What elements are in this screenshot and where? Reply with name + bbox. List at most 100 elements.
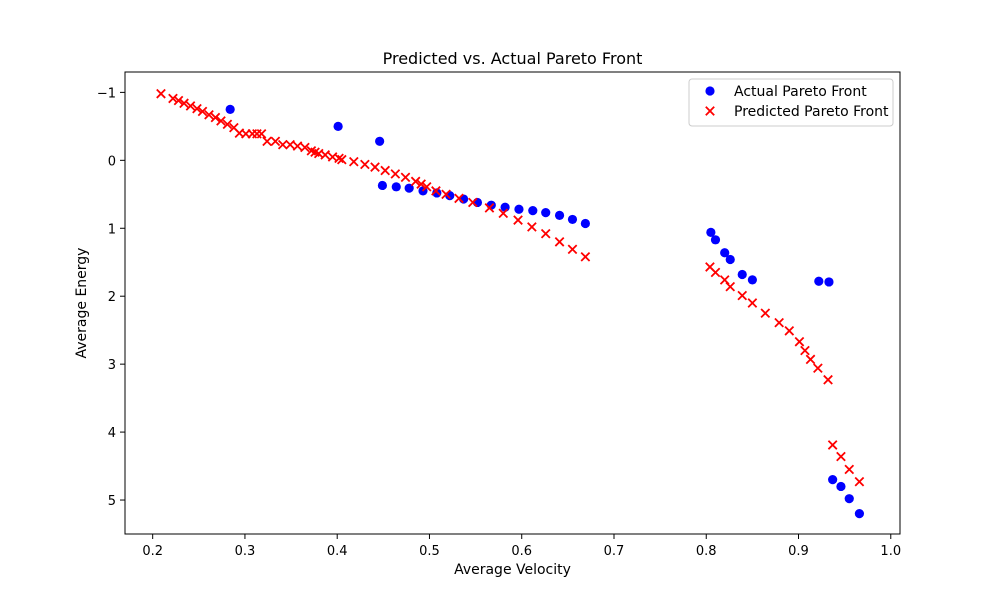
y-tick-label: 1	[108, 222, 116, 237]
actual-point	[391, 182, 401, 192]
y-tick-label: −1	[97, 86, 116, 101]
actual-point	[747, 275, 757, 285]
actual-point	[528, 206, 538, 216]
predicted-point	[836, 451, 846, 462]
legend-label: Predicted Pareto Front	[734, 104, 889, 120]
predicted-point	[725, 281, 736, 292]
predicted-point	[823, 374, 833, 385]
predicted-point	[390, 169, 401, 179]
y-tick-label: 2	[108, 290, 116, 305]
axes-frame	[124, 71, 901, 535]
predicted-point	[348, 156, 359, 167]
legend-box	[688, 78, 894, 127]
predicted-point	[805, 354, 816, 365]
predicted-point	[336, 154, 347, 165]
predicted-point	[370, 162, 380, 172]
predicted-point	[467, 197, 478, 208]
predicted-point	[854, 476, 865, 487]
predicted-point	[784, 326, 795, 336]
predicted-point	[300, 142, 310, 153]
predicted-point	[185, 101, 196, 111]
actual-point	[824, 277, 834, 287]
predicted-point	[813, 363, 823, 374]
predicted-point	[844, 464, 855, 475]
actual-point	[377, 180, 388, 191]
actual-point	[225, 104, 235, 114]
actual-point	[375, 136, 385, 146]
actual-point	[854, 509, 865, 519]
x-tick-label: 0.3	[235, 544, 256, 559]
y-tick-label: 3	[108, 358, 116, 373]
y-tick-label: 4	[108, 426, 116, 441]
predicted-point	[827, 440, 838, 450]
predicted-point	[156, 88, 166, 99]
actual-point	[554, 210, 565, 220]
actual-point	[710, 235, 721, 245]
predicted-point	[320, 150, 331, 160]
actual-point	[541, 208, 551, 218]
predicted-point	[292, 141, 303, 151]
actual-point	[333, 121, 343, 131]
predicted-point	[256, 128, 267, 139]
predicted-point	[567, 244, 578, 255]
legend-label: Actual Pareto Front	[734, 84, 867, 100]
predicted-point	[204, 109, 214, 120]
predicted-point	[580, 251, 591, 262]
predicted-point	[737, 290, 748, 301]
y-axis-label: Average Energy	[74, 248, 90, 359]
predicted-point	[554, 237, 565, 247]
actual-point	[404, 183, 414, 193]
predicted-point	[498, 208, 509, 219]
predicted-point	[285, 139, 295, 150]
predicted-point	[270, 136, 281, 147]
actual-point	[514, 204, 524, 214]
x-tick-label: 0.9	[788, 544, 809, 559]
actual-point	[472, 197, 483, 208]
predicted-point	[216, 116, 226, 126]
predicted-point	[400, 172, 411, 183]
actual-point	[580, 218, 590, 229]
predicted-point	[774, 317, 784, 328]
actual-point	[720, 248, 730, 258]
predicted-point	[210, 112, 221, 123]
predicted-point	[484, 203, 495, 213]
predicted-point	[540, 228, 551, 239]
predicted-point	[800, 345, 810, 356]
predicted-point	[527, 222, 537, 232]
predicted-point	[421, 181, 432, 192]
predicted-point	[192, 103, 202, 114]
predicted-point	[441, 189, 451, 200]
predicted-point	[168, 93, 178, 104]
predicted-point	[334, 153, 344, 164]
predicted-point	[410, 176, 421, 187]
chart-title: Predicted vs. Actual Pareto Front	[383, 49, 643, 68]
actual-point	[725, 254, 735, 265]
x-axis-label: Average Velocity	[454, 562, 571, 578]
predicted-point	[262, 136, 272, 147]
x-tick-label: 0.8	[696, 544, 717, 559]
legend: Actual Pareto Front Predicted Pareto Fron…	[688, 78, 894, 127]
actual-point	[836, 481, 846, 492]
predicted-point	[173, 95, 184, 106]
actual-point	[814, 276, 824, 286]
x-tick-label: 1.0	[880, 544, 901, 559]
plot-area: 0.2 0.3 0.4 0.5 0.6 0.7 0.8 0.9 1.0 −1 0 1 2 3 4 5	[97, 71, 901, 559]
legend-marker-actual	[705, 86, 715, 96]
predicted-point	[380, 165, 391, 176]
actual-point	[828, 475, 838, 485]
x-tick-label: 0.2	[142, 544, 163, 559]
predicted-point	[710, 267, 721, 278]
predicted-point	[277, 139, 288, 150]
predicted-point	[360, 159, 370, 170]
series-1	[156, 88, 865, 487]
predicted-point	[179, 98, 189, 109]
predicted-point	[197, 106, 208, 117]
y-tick-label: 0	[108, 154, 116, 169]
predicted-point	[760, 308, 771, 319]
actual-point	[706, 227, 716, 237]
actual-point	[567, 214, 578, 225]
predicted-point	[747, 298, 758, 308]
x-tick-label: 0.6	[511, 544, 532, 559]
